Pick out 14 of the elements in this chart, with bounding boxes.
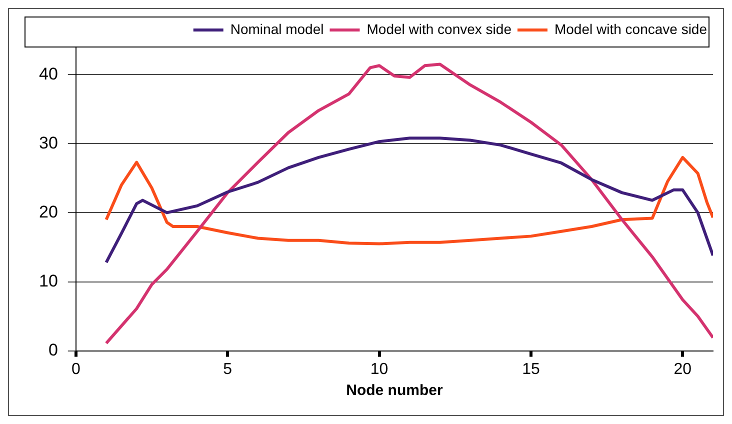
y-tick-label: 30 <box>38 133 58 152</box>
x-tick-label: 15 <box>522 360 540 378</box>
y-tick-label: 40 <box>38 64 58 84</box>
y-tick-label: 20 <box>38 202 58 222</box>
x-tick-label: 10 <box>370 360 388 378</box>
x-tick-label: 0 <box>71 360 80 378</box>
y-tick-label: 10 <box>38 271 58 290</box>
x-tick-label: 5 <box>223 360 232 378</box>
y-tick-label: 0 <box>48 340 58 360</box>
legend-label: Model with convex side <box>366 20 512 37</box>
legend-label: Nominal model <box>230 20 324 37</box>
x-tick-label: 20 <box>674 360 692 378</box>
legend-label: Model with concave side <box>554 20 708 37</box>
x-axis-title: Node number <box>346 382 443 400</box>
